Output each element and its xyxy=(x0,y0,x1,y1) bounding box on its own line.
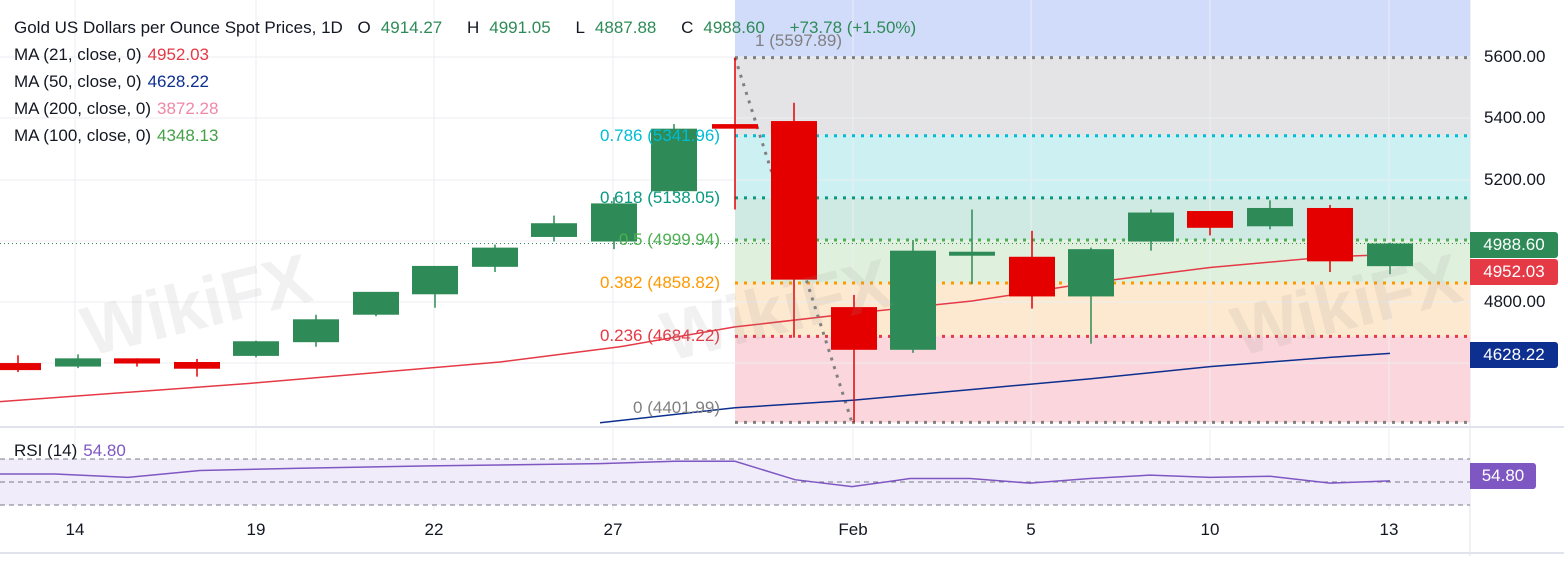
candlestick[interactable] xyxy=(591,197,637,250)
x-tick-feb: Feb xyxy=(838,520,868,539)
fib-label-0-5: 0.5 (4999.94) xyxy=(618,230,720,250)
fib-label-0: 0 (4401.99) xyxy=(633,398,720,418)
candlestick[interactable] xyxy=(1307,204,1353,273)
candlestick[interactable] xyxy=(412,265,458,308)
indicator-ma100[interactable]: MA (100, close, 0) 4348.13 xyxy=(14,126,219,145)
candlestick[interactable] xyxy=(1367,242,1413,275)
fib-label-0-382: 0.382 (4858.82) xyxy=(599,273,720,293)
moving-average-line xyxy=(599,352,1391,424)
candlestick[interactable] xyxy=(712,57,758,210)
indicator-ma200[interactable]: MA (200, close, 0) 3872.28 xyxy=(14,99,219,118)
ohlc-high: H 4991.05 xyxy=(466,18,551,37)
fib-zone xyxy=(735,57,1470,136)
candlestick[interactable] xyxy=(531,215,577,242)
candlestick[interactable] xyxy=(831,294,877,423)
x-tick-14: 14 xyxy=(65,520,85,539)
symbol-title: Gold US Dollars per Ounce Spot Prices, 1… xyxy=(14,18,343,37)
ma50-price-tag: 4628.22 xyxy=(1470,342,1558,368)
chart-legend: Gold US Dollars per Ounce Spot Prices, 1… xyxy=(14,14,926,149)
candlestick[interactable] xyxy=(1247,200,1293,230)
ma21-price-tag: 4952.03 xyxy=(1470,259,1558,285)
x-tick-19: 19 xyxy=(246,520,266,539)
fib-zone xyxy=(735,0,1470,58)
fib-label-0-618: 0.618 (5138.05) xyxy=(599,187,720,207)
indicator-rsi[interactable]: RSI (14) 54.80 xyxy=(14,441,126,460)
ohlc-close: C 4988.60 xyxy=(681,18,765,37)
candlestick[interactable] xyxy=(233,340,279,358)
candlestick[interactable] xyxy=(651,124,697,196)
fib-zone xyxy=(735,336,1470,423)
price-change: +73.78 (+1.50%) xyxy=(789,18,917,37)
candlestick[interactable] xyxy=(353,291,399,317)
candlestick[interactable] xyxy=(1187,211,1233,236)
x-tick-22: 22 xyxy=(424,520,444,539)
indicator-ma50[interactable]: MA (50, close, 0) 4628.22 xyxy=(14,72,210,91)
fib-label-1: 1 (5597.89) xyxy=(755,30,842,50)
fib-zone xyxy=(735,135,1470,198)
candlestick[interactable] xyxy=(55,354,101,369)
x-tick-13: 13 xyxy=(1379,520,1399,539)
candlestick[interactable] xyxy=(1128,209,1174,251)
candlestick[interactable] xyxy=(1068,247,1114,344)
candlestick[interactable] xyxy=(114,358,160,367)
indicator-ma21[interactable]: MA (21, close, 0) 4952.03 xyxy=(14,45,210,64)
symbol-header: Gold US Dollars per Ounce Spot Prices, 1… xyxy=(14,14,926,41)
candlestick[interactable] xyxy=(472,244,518,273)
candlestick[interactable] xyxy=(890,240,936,353)
candlestick[interactable] xyxy=(1009,230,1055,309)
candlestick[interactable] xyxy=(0,355,41,373)
fib-label-0-236: 0.236 (4684.22) xyxy=(599,326,720,346)
candlestick[interactable] xyxy=(949,209,995,285)
y-tick-5400: 5400.00 xyxy=(1484,108,1546,127)
y-tick-4800: 4800.00 xyxy=(1484,292,1546,311)
ohlc-low: L 4887.88 xyxy=(575,18,657,37)
fib-label-0-786: 0.786 (5341.96) xyxy=(599,125,720,145)
time-axis[interactable]: 14 19 22 27 Feb 5 10 13 xyxy=(0,520,1470,550)
x-tick-10: 10 xyxy=(1200,520,1220,539)
candlestick[interactable] xyxy=(174,358,220,377)
y-tick-5600: 5600.00 xyxy=(1484,47,1546,66)
y-tick-5200: 5200.00 xyxy=(1484,170,1546,189)
last-price-tag: 4988.60 xyxy=(1470,232,1558,258)
rsi-line xyxy=(0,460,1391,488)
rsi-value-tag: 54.80 xyxy=(1470,463,1536,489)
x-tick-5: 5 xyxy=(1026,520,1036,539)
fib-zone xyxy=(735,197,1470,241)
candlestick[interactable] xyxy=(293,314,339,347)
candlestick[interactable] xyxy=(771,102,817,338)
x-tick-27: 27 xyxy=(603,520,623,539)
ohlc-open: O 4914.27 xyxy=(357,18,443,37)
